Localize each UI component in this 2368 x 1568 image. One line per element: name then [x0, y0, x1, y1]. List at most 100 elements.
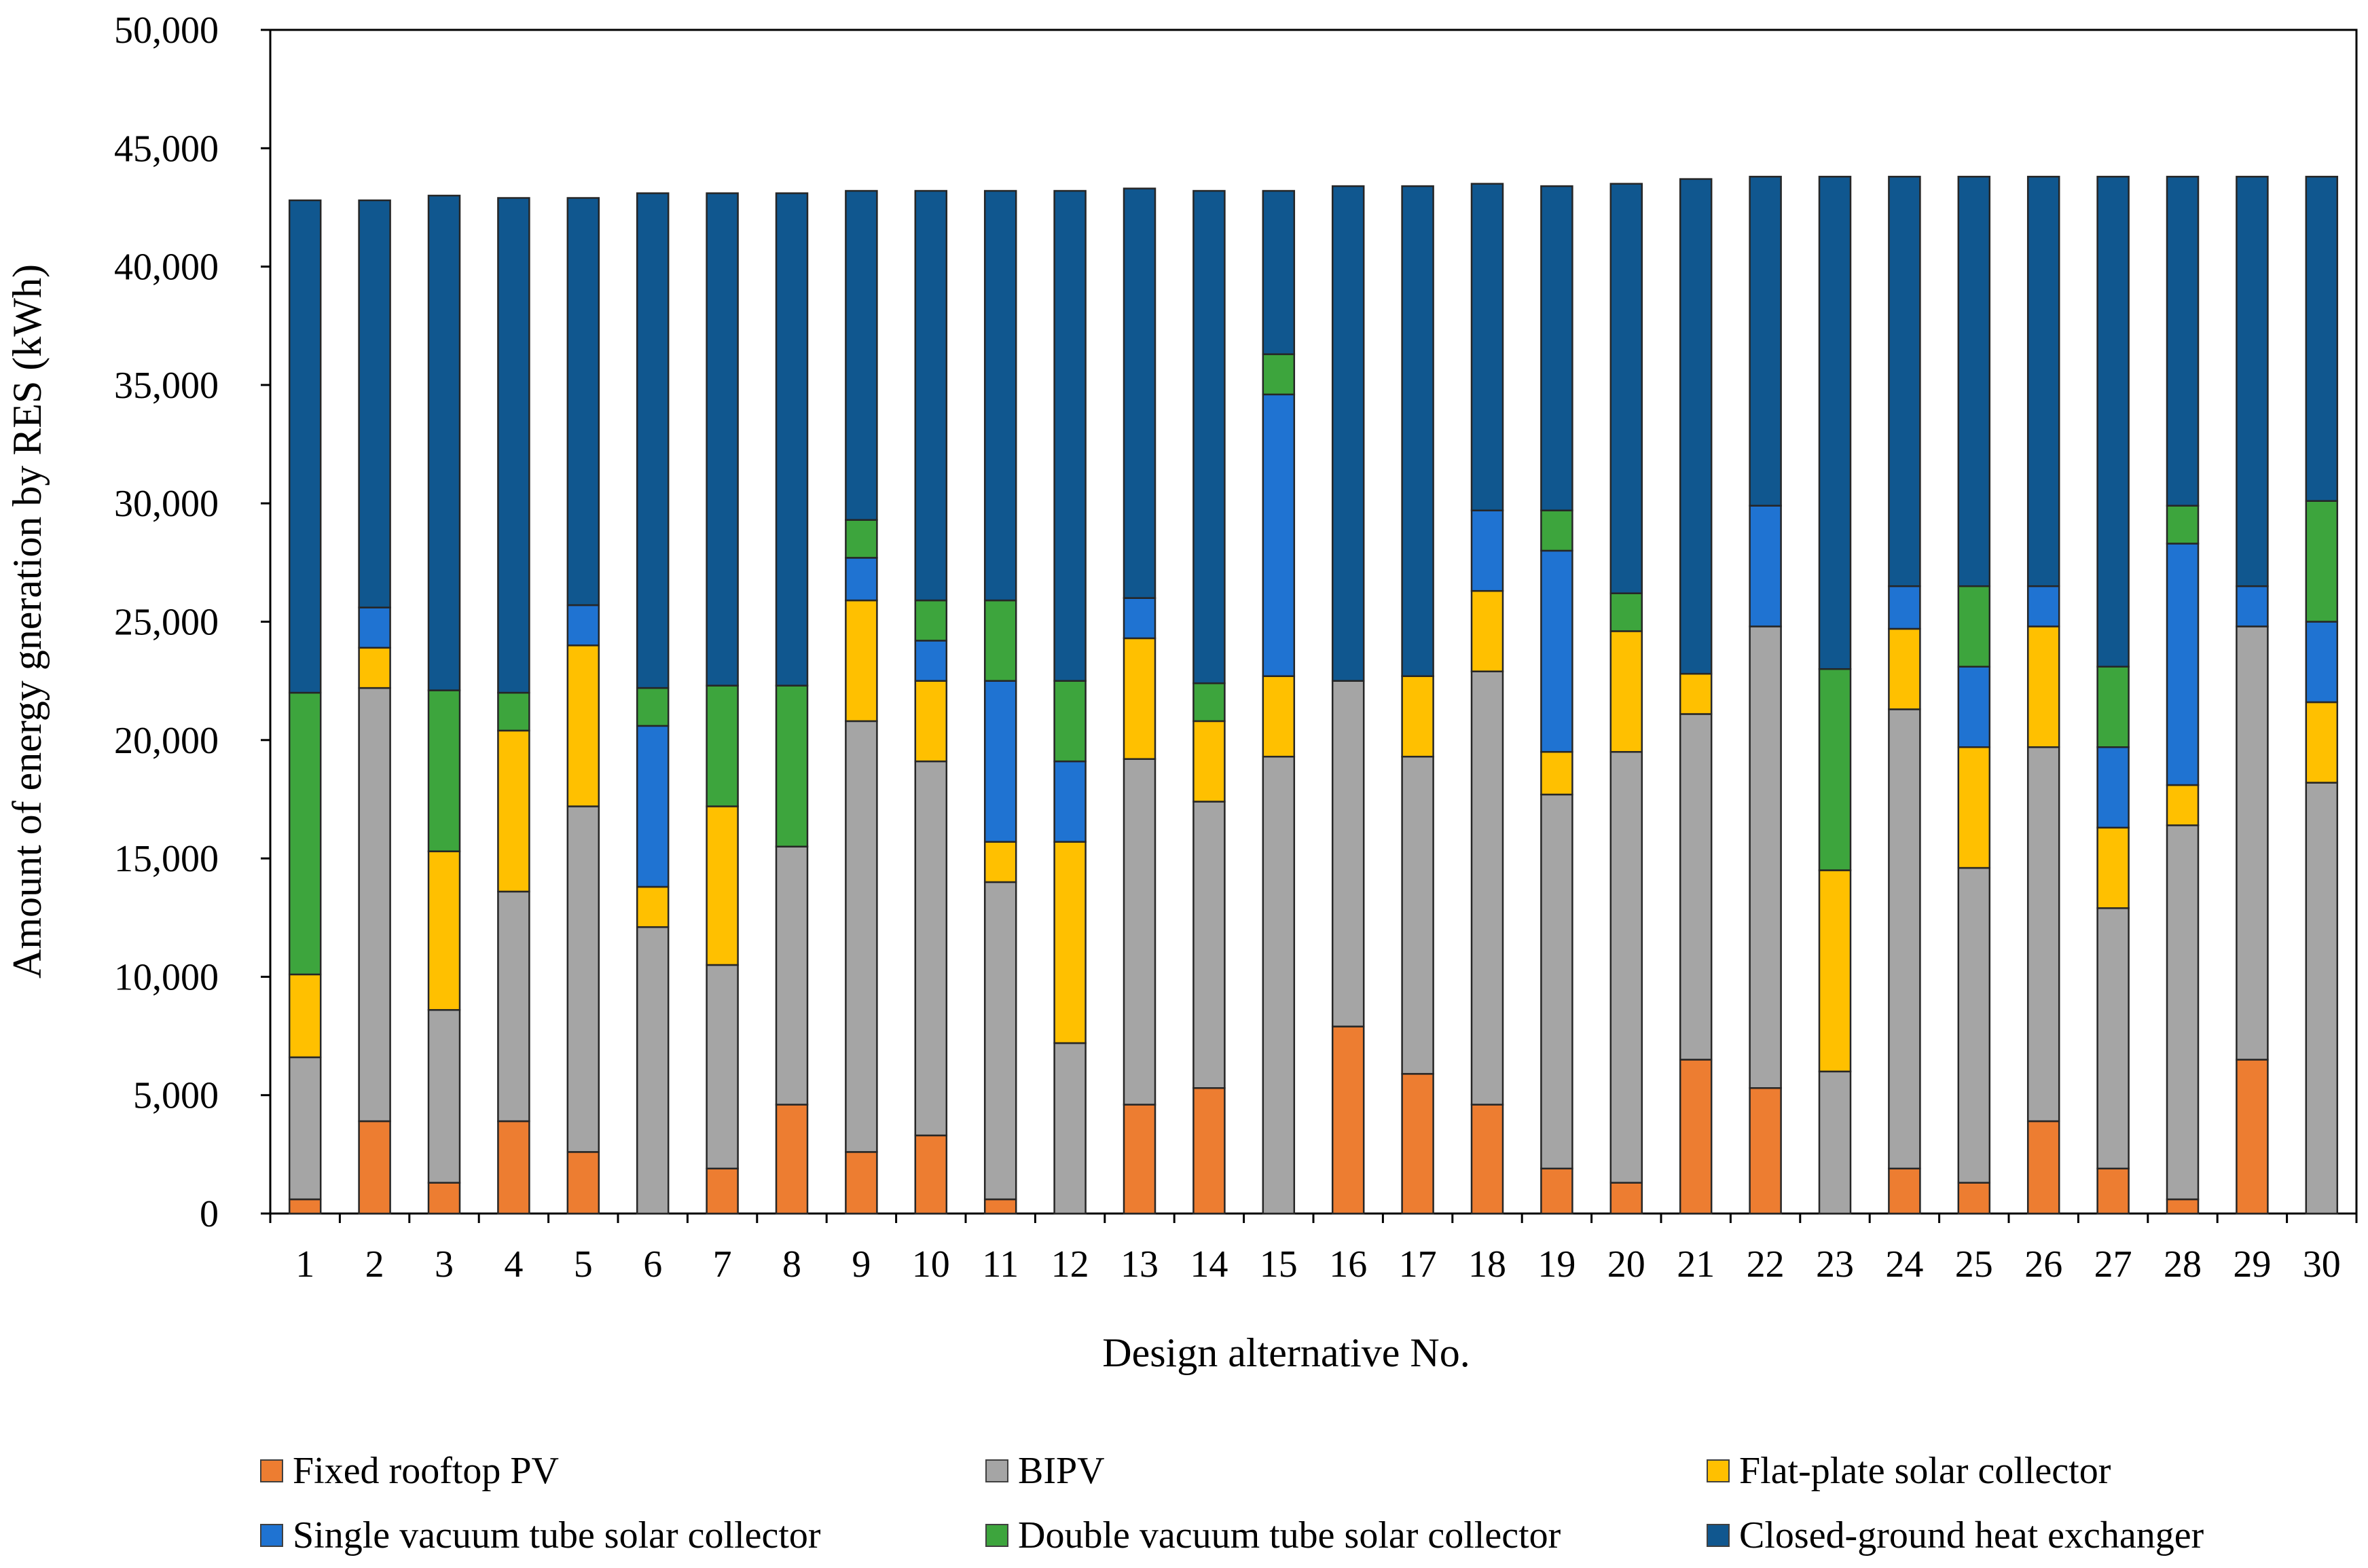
- x-tick-label: 10: [912, 1243, 950, 1286]
- bar-segment-s4-c9: [845, 519, 878, 559]
- y-tick-label: 0: [200, 1193, 219, 1235]
- bar-segment-s5-c30: [2305, 175, 2339, 502]
- bar-segment-s1-c29: [2236, 625, 2269, 1061]
- bar-segment-s0-c28: [2166, 1198, 2200, 1215]
- x-tick-label: 17: [1399, 1243, 1437, 1286]
- bar-segment-s5-c16: [1331, 185, 1365, 682]
- bar-segment-s5-c6: [636, 192, 670, 689]
- bar-segment-s4-c7: [706, 685, 739, 807]
- bar-segment-s2-c13: [1123, 637, 1156, 760]
- bar-segment-s4-c8: [775, 685, 809, 847]
- bar-segment-s0-c25: [1957, 1182, 1991, 1215]
- x-tick-label: 5: [574, 1243, 593, 1286]
- bar-segment-s2-c25: [1957, 746, 1991, 869]
- plot-area: [269, 29, 2358, 1215]
- bar-segment-s3-c18: [1470, 509, 1504, 592]
- bar-segment-s5-c17: [1401, 185, 1434, 677]
- bar-segment-s5-c9: [845, 189, 878, 521]
- bar-segment-s4-c3: [427, 689, 461, 852]
- bar-segment-s5-c13: [1123, 187, 1156, 599]
- bar-segment-s2-c23: [1818, 869, 1852, 1073]
- bar-segment-s1-c23: [1818, 1070, 1852, 1215]
- bar-segment-s0-c4: [497, 1120, 530, 1215]
- y-tick-label: 25,000: [114, 602, 219, 644]
- bar-segment-s3-c2: [358, 606, 391, 649]
- bar-segment-s2-c17: [1401, 675, 1434, 758]
- bar-segment-s5-c5: [566, 197, 600, 606]
- bar-segment-s1-c12: [1053, 1042, 1087, 1215]
- bar-segment-s2-c26: [2026, 625, 2060, 748]
- bar-segment-s4-c27: [2096, 666, 2130, 748]
- bar-segment-s5-c18: [1470, 183, 1504, 511]
- bar-segment-s0-c13: [1123, 1104, 1156, 1215]
- x-axis: 1 2 3 4 5 6 7 8 9 10 11 12 13 14 15 16 17 18 19 20 21 22 23 24 2…: [269, 1214, 2358, 1286]
- bar-segment-s0-c2: [358, 1120, 391, 1215]
- bar-segment-s3-c6: [636, 725, 670, 888]
- bar-segment-s2-c10: [914, 680, 948, 763]
- bar-segment-s2-c18: [1470, 589, 1504, 672]
- x-tick-label: 7: [713, 1243, 732, 1286]
- x-tick-label: 4: [504, 1243, 523, 1286]
- bar-segment-s5-c4: [497, 197, 530, 694]
- bar-segment-s3-c29: [2236, 585, 2269, 627]
- x-tick-label: 20: [1607, 1243, 1645, 1286]
- bar-segment-s5-c7: [706, 192, 739, 687]
- bar-segment-s2-c28: [2166, 784, 2200, 826]
- x-tick-label: 26: [2024, 1243, 2062, 1286]
- bar-segment-s2-c14: [1192, 720, 1226, 803]
- x-tick-label: 29: [2233, 1243, 2271, 1286]
- bar-segment-s1-c2: [358, 687, 391, 1123]
- bar-segment-s3-c27: [2096, 746, 2130, 829]
- y-tick-label: 40,000: [114, 247, 219, 289]
- x-tick-label: 13: [1121, 1243, 1159, 1286]
- bar-segment-s2-c20: [1609, 630, 1643, 753]
- bar-segment-s4-c1: [288, 691, 322, 976]
- x-tick-label: 9: [852, 1243, 871, 1286]
- bar-segment-s5-c14: [1192, 189, 1226, 685]
- x-tick-label: 2: [365, 1243, 384, 1286]
- bar-segment-s0-c14: [1192, 1087, 1226, 1215]
- bar-segment-s0-c22: [1749, 1087, 1782, 1215]
- x-tick-label: 15: [1260, 1243, 1298, 1286]
- bar-segment-s0-c5: [566, 1151, 600, 1215]
- bar-segment-s1-c30: [2305, 782, 2339, 1215]
- bar-segment-s4-c15: [1262, 353, 1296, 396]
- bar-segment-s2-c5: [566, 644, 600, 807]
- x-tick-label: 23: [1816, 1243, 1854, 1286]
- bar-segment-s0-c7: [706, 1167, 739, 1215]
- bar-segment-s4-c20: [1609, 592, 1643, 632]
- x-tick-label: 28: [2164, 1243, 2202, 1286]
- bar-segment-s3-c28: [2166, 543, 2200, 786]
- bar-segment-s2-c15: [1262, 675, 1296, 758]
- bar-segment-s5-c20: [1609, 183, 1643, 594]
- bar-segment-s1-c3: [427, 1008, 461, 1184]
- bar-segment-s2-c7: [706, 805, 739, 966]
- bar-segment-s3-c22: [1749, 505, 1782, 627]
- bar-segment-s0-c1: [288, 1198, 322, 1215]
- bar-segment-s2-c11: [983, 841, 1017, 883]
- y-axis-label: Amount of energy gneration by RES (kWh): [5, 264, 50, 979]
- bar-segment-s5-c23: [1818, 175, 1852, 670]
- bar-segment-s1-c20: [1609, 750, 1643, 1184]
- x-tick-label: 3: [435, 1243, 454, 1286]
- bar-segment-s5-c25: [1957, 175, 1991, 587]
- x-tick-label: 25: [1955, 1243, 1993, 1286]
- x-tick-label: 27: [2094, 1243, 2132, 1286]
- bar-segment-s4-c10: [914, 599, 948, 642]
- bar-segment-s1-c28: [2166, 824, 2200, 1201]
- bar-segment-s0-c9: [845, 1151, 878, 1215]
- x-tick-label: 16: [1329, 1243, 1367, 1286]
- bar-segment-s0-c11: [983, 1198, 1017, 1215]
- bar-segment-s5-c29: [2236, 175, 2269, 587]
- bar-segment-s4-c23: [1818, 668, 1852, 871]
- bar-segment-s5-c28: [2166, 175, 2200, 507]
- bar-segment-s3-c24: [1888, 585, 1921, 630]
- bar-segment-s1-c27: [2096, 907, 2130, 1170]
- bar-segment-s2-c3: [427, 850, 461, 1011]
- bar-segment-s2-c24: [1888, 627, 1921, 710]
- bar-segment-s4-c6: [636, 687, 670, 727]
- bar-segment-s0-c29: [2236, 1059, 2269, 1215]
- bar-segment-s0-c10: [914, 1134, 948, 1215]
- y-tick-label: 15,000: [114, 838, 219, 880]
- bar-segment-s2-c27: [2096, 826, 2130, 909]
